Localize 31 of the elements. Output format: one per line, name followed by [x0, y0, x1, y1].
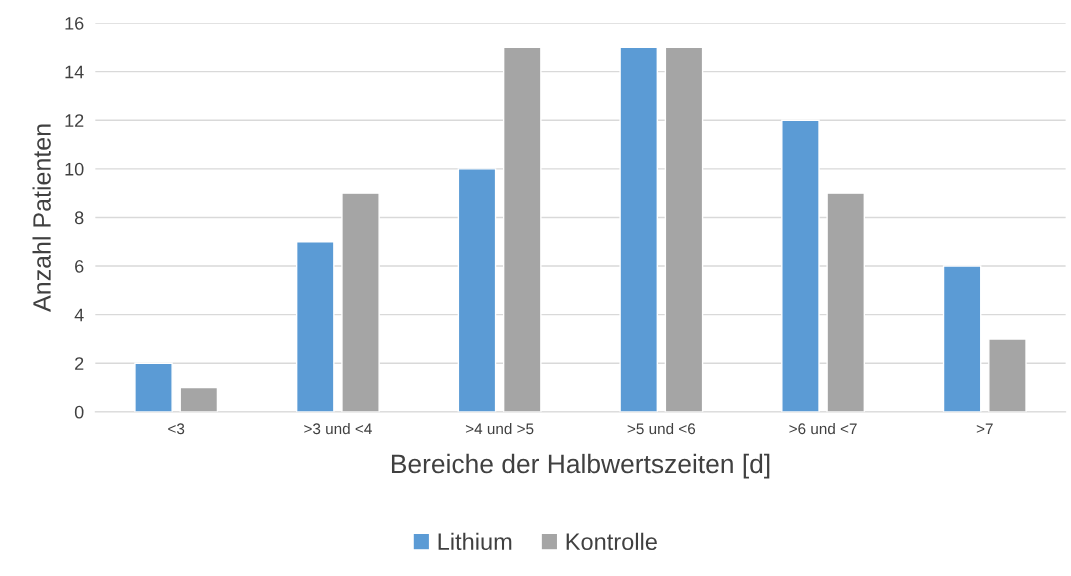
- bar: [457, 168, 497, 412]
- x-tick-label: <3: [168, 423, 185, 435]
- y-tick-label: 8: [74, 211, 84, 225]
- bar: [295, 241, 335, 412]
- bar: [664, 46, 704, 412]
- y-tick-label: 0: [74, 405, 84, 419]
- y-tick-label: 16: [65, 16, 84, 30]
- bar: [341, 192, 380, 412]
- bar: [179, 386, 219, 412]
- x-tick-label: >6 und <7: [789, 422, 857, 435]
- y-tick-label: 14: [65, 65, 84, 79]
- bar: [988, 338, 1027, 412]
- y-tick-label: 2: [75, 357, 84, 370]
- y-axis-title: Anzahl Patienten: [32, 124, 51, 312]
- legend-label: Kontrolle: [566, 532, 657, 551]
- x-tick-label: >4 und >5: [465, 422, 534, 435]
- y-tick-label: 6: [75, 259, 84, 273]
- bar: [619, 46, 658, 412]
- bar: [942, 265, 982, 412]
- bar: [502, 46, 542, 412]
- x-axis-title: Bereiche der Halbwertszeiten [d]: [391, 453, 770, 479]
- x-tick-label: >5 und <6: [627, 422, 696, 435]
- x-tick-label: >7: [976, 423, 993, 435]
- y-tick-label: 4: [74, 308, 84, 322]
- legend-label: Lithium: [438, 532, 512, 551]
- x-tick-label: >3 und <4: [304, 422, 372, 435]
- y-tick-label: 12: [65, 114, 84, 127]
- bar: [134, 362, 173, 412]
- bar: [781, 119, 820, 412]
- bar: [826, 192, 865, 412]
- y-tick-label: 10: [65, 162, 84, 176]
